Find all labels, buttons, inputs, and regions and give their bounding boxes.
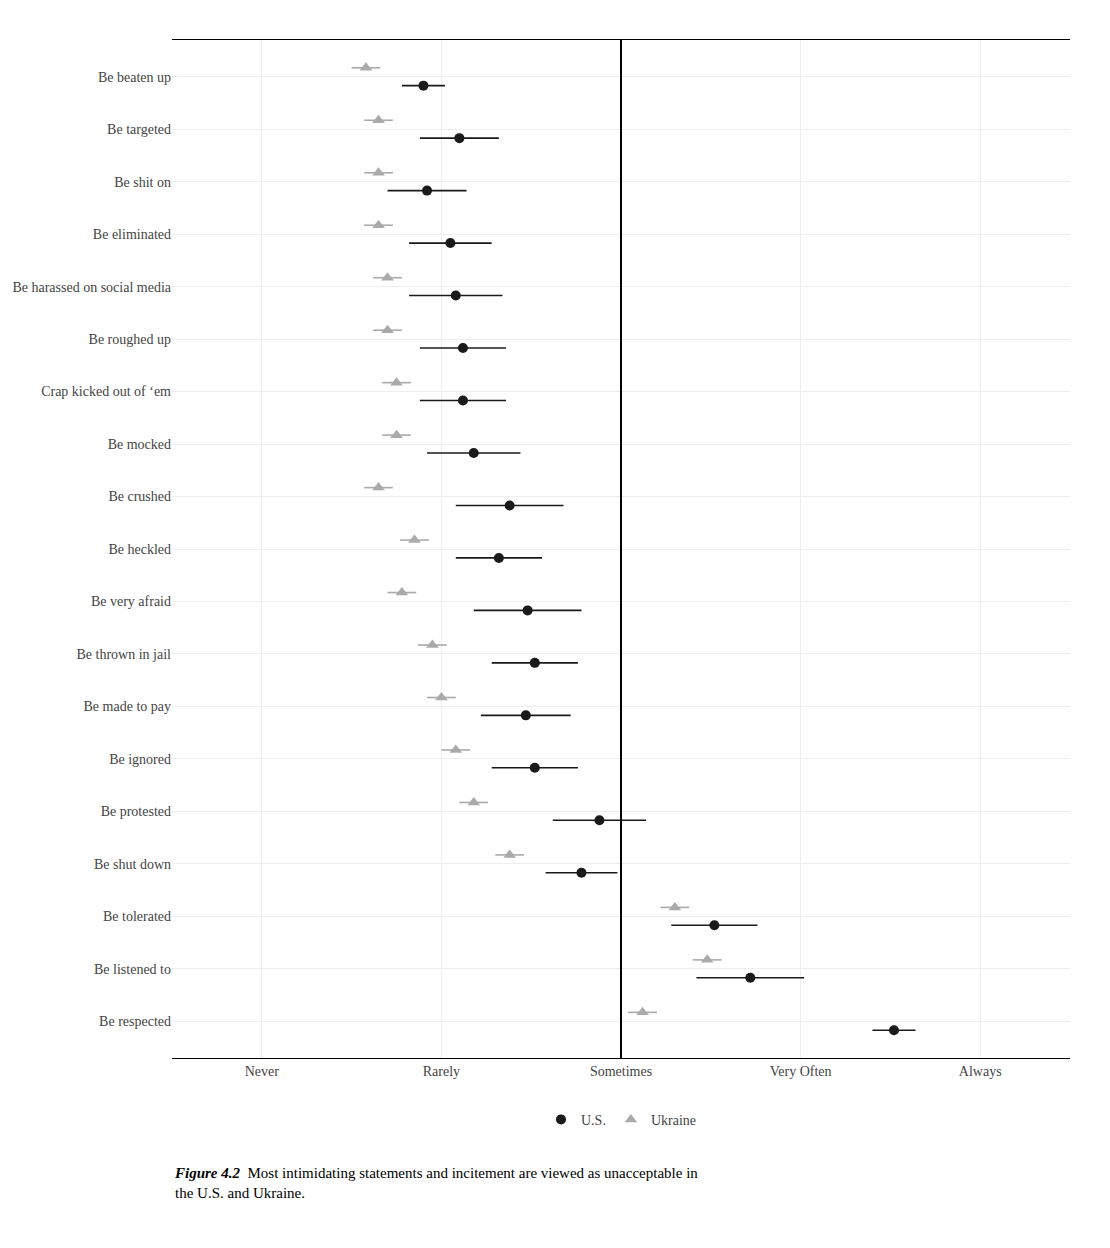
- svg-text:Be respected: Be respected: [99, 1014, 171, 1029]
- svg-text:Crap kicked out of ‘em: Crap kicked out of ‘em: [41, 384, 171, 399]
- svg-text:Be tolerated: Be tolerated: [103, 909, 171, 924]
- svg-text:Very Often: Very Often: [770, 1064, 832, 1079]
- svg-text:Be very afraid: Be very afraid: [91, 594, 171, 609]
- svg-text:Be made to pay: Be made to pay: [84, 699, 171, 714]
- svg-text:Be listened to: Be listened to: [94, 962, 171, 977]
- svg-text:Be shut down: Be shut down: [94, 857, 171, 872]
- svg-text:Be thrown in jail: Be thrown in jail: [77, 647, 172, 662]
- svg-text:Always: Always: [959, 1064, 1002, 1079]
- svg-text:Ukraine: Ukraine: [651, 1113, 696, 1128]
- svg-text:Rarely: Rarely: [423, 1064, 460, 1079]
- svg-text:Figure 4.2 Most intimidating: Figure 4.2 Most intimidating statements …: [174, 1165, 698, 1201]
- svg-text:Be shit on: Be shit on: [114, 175, 171, 190]
- svg-text:Be protested: Be protested: [101, 804, 171, 819]
- svg-text:Be ignored: Be ignored: [109, 752, 171, 767]
- svg-text:Be harassed on social media: Be harassed on social media: [12, 280, 171, 295]
- svg-text:Be mocked: Be mocked: [108, 437, 171, 452]
- svg-text:Be targeted: Be targeted: [107, 122, 171, 137]
- svg-text:Be eliminated: Be eliminated: [93, 227, 171, 242]
- svg-text:Never: Never: [245, 1064, 280, 1079]
- svg-text:Sometimes: Sometimes: [590, 1064, 652, 1079]
- svg-text:Be heckled: Be heckled: [108, 542, 171, 557]
- svg-text:Be roughed up: Be roughed up: [89, 332, 171, 347]
- svg-text:Be crushed: Be crushed: [108, 489, 171, 504]
- svg-text:U.S.: U.S.: [581, 1113, 606, 1128]
- svg-text:Be beaten up: Be beaten up: [98, 70, 171, 85]
